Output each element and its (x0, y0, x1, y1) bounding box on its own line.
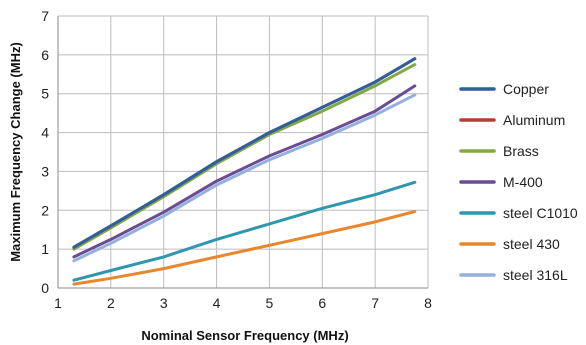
legend-label-copper: Copper (503, 81, 549, 97)
series-line-brass (72, 63, 417, 251)
x-tick-label: 8 (424, 295, 432, 311)
series-line-copper (72, 57, 417, 249)
legend-label-brass: Brass (503, 143, 539, 159)
x-tick-label: 2 (107, 295, 115, 311)
y-tick-label: 2 (41, 202, 49, 218)
x-tick-label: 1 (54, 295, 62, 311)
legend-label-steel-430: steel 430 (503, 236, 560, 252)
series-lines (72, 57, 417, 286)
y-tick-label: 1 (41, 241, 49, 257)
y-tick-label: 3 (41, 163, 49, 179)
series-line-m-400 (72, 84, 417, 259)
x-tick-label: 3 (160, 295, 168, 311)
y-tick-label: 7 (41, 8, 49, 24)
x-tick-label: 7 (371, 295, 379, 311)
y-tick-label: 4 (41, 125, 49, 141)
series-line-steel-c1010 (72, 180, 417, 282)
grid (57, 15, 429, 289)
y-tick-label: 0 (41, 280, 49, 296)
y-tick-label: 5 (41, 86, 49, 102)
y-tick-label: 6 (41, 47, 49, 63)
x-tick-label: 5 (266, 295, 274, 311)
x-axis-title: Nominal Sensor Frequency (MHz) (141, 328, 348, 343)
legend-label-steel-c1010: steel C1010 (503, 205, 578, 221)
legend-label-aluminum: Aluminum (503, 112, 565, 128)
x-tick-label: 6 (318, 295, 326, 311)
legend: Copper Aluminum Brass M-400 steel C1010 steel… (459, 81, 578, 283)
axes (57, 16, 428, 289)
y-axis-title: Maximum Frequency Change (MHz) (8, 42, 23, 262)
legend-label-steel-316l: steel 316L (503, 267, 568, 283)
series-line-steel-316l (72, 93, 417, 263)
x-tick-label: 4 (213, 295, 221, 311)
legend-label-m-400: M-400 (503, 174, 543, 190)
series-line-steel-430 (72, 210, 417, 286)
